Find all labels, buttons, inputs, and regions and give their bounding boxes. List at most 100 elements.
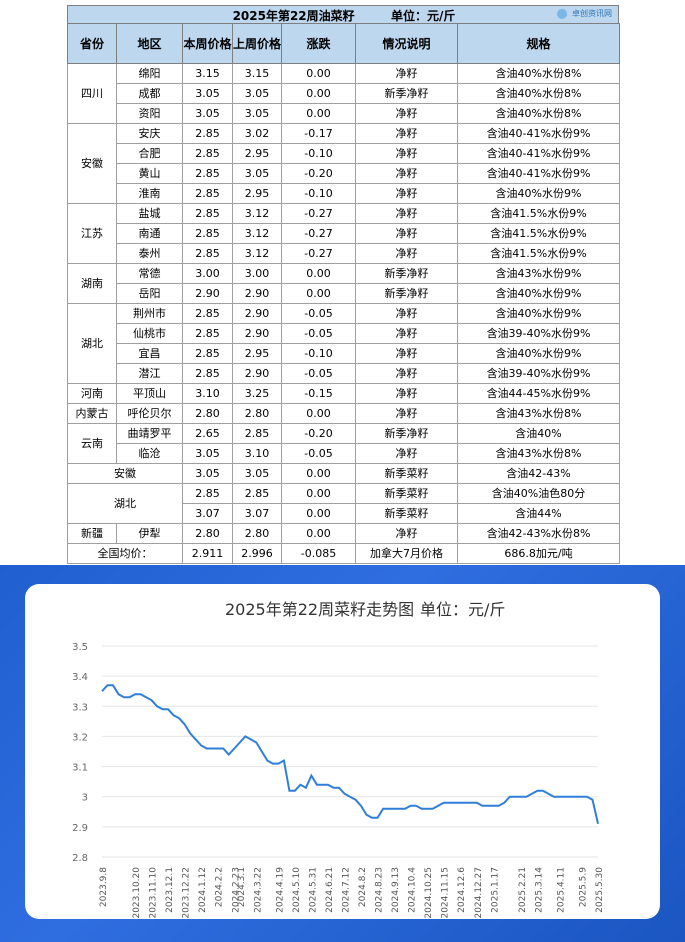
this-week-price: 2.85 [182, 203, 233, 224]
province-cell: 安徽 [67, 123, 117, 204]
table-row: 合肥 2.85 2.95 -0.10 净籽 含油40-41%水份9% [68, 143, 620, 164]
region-cell: 绵阳 [116, 63, 183, 84]
note-cell: 净籽 [355, 523, 458, 544]
y-tick-label: 3.4 [72, 672, 88, 683]
province-cell: 内蒙古 [67, 403, 117, 424]
note-cell: 新季菜籽 [355, 483, 458, 504]
price-change: 0.00 [281, 483, 356, 504]
note-cell: 净籽 [355, 243, 458, 264]
price-change: -0.20 [281, 423, 356, 444]
logo-icon [557, 8, 568, 19]
x-tick-label: 2024.10.4 [408, 867, 418, 913]
this-week-price: 2.85 [182, 143, 233, 164]
note-cell: 净籽 [355, 323, 458, 344]
province-cell: 湖北 [67, 483, 183, 524]
table-unit: 单位：元/斤 [391, 9, 456, 23]
province-cell: 河南 [67, 383, 117, 404]
y-tick-label: 3.3 [72, 702, 88, 713]
region-cell: 仙桃市 [116, 323, 183, 344]
x-tick-label: 2023.10.20 [132, 867, 142, 919]
region-cell: 平顶山 [116, 383, 183, 404]
price-table-panel: 2025年第22周油菜籽 单位：元/斤 卓创资讯网 省份 地区 本周价格 上周价… [67, 5, 620, 565]
region-cell: 盐城 [116, 203, 183, 224]
spec-cell: 含油40%水份9% [457, 183, 620, 204]
last-week-price: 3.12 [232, 203, 282, 224]
this-week-price: 2.90 [182, 283, 233, 304]
x-tick-label: 2024.3.22 [253, 867, 263, 913]
chart-title: 2025年第22周菜籽走势图 [225, 600, 414, 619]
col-header: 地区 [116, 23, 183, 64]
province-cell: 四川 [67, 63, 117, 124]
note-cell: 净籽 [355, 143, 458, 164]
spec-cell: 含油40%水份9% [457, 283, 620, 304]
table-row: 新疆 伊犁 2.80 2.80 0.00 净籽 含油42-43%水份8% [67, 523, 620, 544]
x-tick-label: 2024.8.2 [358, 867, 368, 907]
note-cell: 净籽 [355, 183, 458, 204]
this-week-price: 3.00 [182, 263, 233, 284]
region-cell: 泰州 [116, 243, 183, 264]
table-row: 江苏 盐城 2.85 3.12 -0.27 净籽 含油41.5%水份9% [67, 203, 620, 264]
x-tick-label: 2023.12.22 [182, 867, 192, 919]
note-cell: 净籽 [355, 103, 458, 124]
x-tick-label: 2025.2.21 [518, 867, 528, 913]
this-week-price: 3.05 [182, 443, 233, 464]
spec-cell: 含油41.5%水份9% [457, 223, 620, 244]
last-week-price: 2.95 [232, 183, 282, 204]
spec-cell: 含油42-43% [457, 463, 620, 484]
region-cell: 宜昌 [116, 343, 183, 364]
table-row: 临沧 3.05 3.10 -0.05 净籽 含油43%水份8% [68, 443, 620, 464]
y-tick-label: 2.8 [72, 853, 88, 864]
spec-cell: 含油40% [457, 423, 620, 444]
spec-cell: 含油41.5%水份9% [457, 243, 620, 264]
region-cell: 荆州市 [116, 303, 183, 324]
price-change: 0.00 [281, 263, 356, 284]
price-trend-chart: 2025年第22周菜籽走势图 单位：元/斤 3.5 3.4 3.3 3.2 3.1 3 2.9 2… [72, 600, 605, 919]
this-week-price: 2.85 [182, 363, 233, 384]
region-cell: 呼伦贝尔 [116, 403, 183, 424]
this-week-price: 3.05 [182, 463, 233, 484]
last-week-price: 3.05 [232, 83, 282, 104]
this-week-price: 3.05 [182, 103, 233, 124]
last-week-price: 3.05 [232, 463, 282, 484]
x-tick-label: 2025.5.30 [595, 867, 605, 913]
last-week-price: 3.07 [232, 503, 282, 524]
x-tick-label: 2024.2.23 [231, 867, 241, 913]
table-row: 湖南 常德 3.00 3.00 0.00 新季净籽 含油43%水份9% [67, 263, 620, 304]
note-cell: 新季净籽 [355, 423, 458, 444]
note-cell: 新季菜籽 [355, 463, 458, 484]
this-week-price: 2.85 [182, 303, 233, 324]
spec-cell: 含油40%水份9% [457, 343, 620, 364]
price-change: -0.27 [281, 243, 356, 264]
table-row: 南通 2.85 3.12 -0.27 净籽 含油41.5%水份9% [68, 223, 620, 244]
price-change: 0.00 [281, 403, 356, 424]
x-tick-label: 2024.12.27 [474, 867, 484, 919]
note-cell: 净籽 [355, 223, 458, 244]
price-change: -0.05 [281, 323, 356, 344]
province-cell: 新疆 [67, 523, 117, 544]
note-cell: 净籽 [355, 443, 458, 464]
national-average-row: 全国均价： 2.911 2.996 -0.085 加拿大7月价格 686.8加元/吨 [67, 543, 620, 564]
this-week-price: 2.85 [182, 163, 233, 184]
y-tick-label: 3 [82, 793, 88, 804]
note-cell: 净籽 [355, 383, 458, 404]
last-week-price: 2.80 [232, 403, 282, 424]
price-change: 0.00 [281, 503, 356, 524]
spec-cell: 含油40%水份8% [457, 63, 620, 84]
last-week-price: 3.25 [232, 383, 282, 404]
note-cell: 净籽 [355, 363, 458, 384]
logo: 卓创资讯网 [557, 8, 612, 19]
region-cell: 伊犁 [116, 523, 183, 544]
spec-cell: 含油40%水份8% [457, 83, 620, 104]
table-row: 湖北 荆州市 2.85 2.90 -0.05 净籽 含油40%水份9% [67, 303, 620, 384]
price-change: -0.27 [281, 223, 356, 244]
x-tick-label: 2024.12.6 [457, 867, 467, 913]
price-change: 0.00 [281, 523, 356, 544]
region-cell: 潜江 [116, 363, 183, 384]
last-week-price: 3.12 [232, 243, 282, 264]
last-week-price: 3.05 [232, 103, 282, 124]
note-cell: 加拿大7月价格 [355, 543, 458, 564]
province-cell: 江苏 [67, 203, 117, 264]
x-tick-label: 2023.11.10 [149, 867, 159, 919]
this-week-price: 3.10 [182, 383, 233, 404]
this-week-price: 2.85 [182, 323, 233, 344]
